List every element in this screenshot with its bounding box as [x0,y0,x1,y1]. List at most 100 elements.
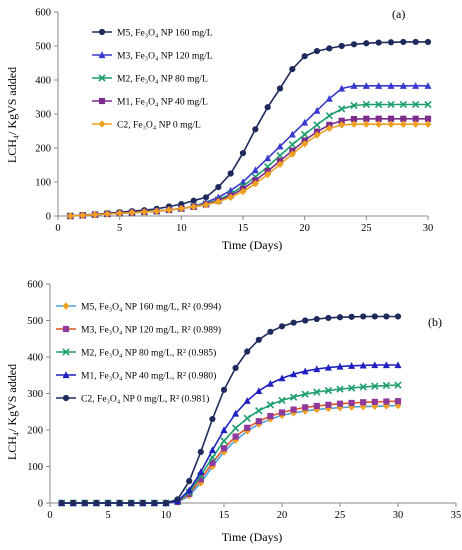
panel-b-series-2-point-stroke-2 [266,401,275,409]
panel-a-series-3-point [375,115,382,122]
panel-a-series-1-point [350,82,358,89]
panel-b-series-1-point [220,445,228,452]
panel-a-series-2-point [375,100,383,109]
panel-b-x-tick-label: 10 [161,510,172,521]
panel-a-series-4-point [338,121,346,129]
panel-a-series-0-point [190,197,197,204]
panel-a-series-0-point [350,41,358,48]
panel-a-series-0-point [252,126,259,133]
panel-a-series-4-point [412,120,420,128]
panel-a-series-3-point [424,115,432,122]
panel-a-series-4-point [313,131,321,139]
panel-a-series-0-point [264,104,271,111]
panel-b-series-2-point [255,406,263,415]
panel-b-series-4-point [394,313,402,320]
panel-b-series-4-point [220,386,228,393]
panel-b-series-1-point [302,404,309,411]
panel-a-series-1-point [325,95,333,102]
panel-b-series-4-point [151,499,158,507]
panel-b-series-1-point [383,398,390,405]
panel-a-series-2-point [313,121,321,129]
panel-b-series-2-point [289,393,298,401]
panel-b-series-3-point [324,363,332,371]
panel-b-series-3-point [278,374,286,382]
panel-a-series-2-point-stroke-2 [276,151,284,160]
panel-a-legend-3-label: M1, Fe₃O₄ NP 40 mg/L [117,97,208,108]
panel-b-y-tick-label: 400 [27,353,43,364]
panel-b-label: (b) [428,315,442,329]
panel-b-series-3-point [348,362,356,369]
panel-a-chart: (a) Time (Days) LCH₄/ KgVS added 0 5 10 15 2… [5,7,433,252]
panel-b-legend-2-label: M2, Fe₃O₄ NP 80 mg/L, R² (0.985) [81,348,216,359]
panel-b-series-1-point [348,399,355,407]
panel-b-series-4-point [174,496,181,503]
panel-b-x-tick-label: 20 [277,510,288,521]
panel-b-series-4-point [58,499,65,507]
panel-a-y-tick-label: 200 [35,144,51,155]
panel-a-series-1-point [288,130,296,138]
panel-b-series-1-line [61,400,399,504]
panel-a-series-3-point [400,115,407,122]
panel-a-legend-2-label: M2, Fe₃O₄ NP 80 mg/L [117,74,208,85]
panel-a-x-tick-label: 20 [299,223,310,234]
panel-b-series-3-point [371,361,379,369]
panel-a-legend-2-marker-stroke-2 [98,74,106,82]
panel-b-y-axis-label: LCH₄/ KgVS added [5,364,19,460]
panel-b-series-2-point-stroke-2 [336,385,344,393]
panel-a-series-0-point [375,39,382,46]
panel-b-series-4-point [325,314,332,322]
panel-b-x-tick-label: 35 [451,510,462,521]
panel-a-y-tick-label: 0 [46,212,51,223]
panel-a-series-1-point [264,154,272,162]
panel-a-series-4-point [128,208,136,217]
panel-a-series-1-point [251,166,259,174]
panel-b-series-2-point [278,396,286,405]
panel-b-legend-1-marker [62,325,70,333]
panel-b-y-tick-label: 600 [27,280,43,291]
panel-a-series-2-point-stroke-2 [313,121,321,129]
panel-b-series-4-point [197,448,204,455]
panel-a-series-2-point [288,140,296,149]
panel-a-series-3-point [387,115,395,122]
panel-b-series-3-point [220,426,228,434]
panel-b-series-4-point [371,313,378,320]
panel-a-series-2-point [325,112,333,120]
panel-a-series-1-point [412,82,420,89]
panel-a-series-3-point [350,116,358,123]
panel-a-series-2-point [338,105,346,113]
panel-a-series-0-point [239,150,247,157]
panel-b-series-4-point [267,328,274,335]
panel-b-series-1-point [267,413,274,420]
panel-b-series-4-point [383,313,390,320]
panel-b-series-4-point [360,313,367,320]
panel-a-series-1-point [387,82,395,89]
panel-a-series-2-point-stroke-2 [375,100,383,109]
panel-b-series-2-point-stroke-2 [255,406,263,415]
panel-b-x-tick-label: 0 [47,510,52,521]
panel-a-legend-4-label: C2, Fe₃O₄ NP 0 mg/L [117,120,201,131]
panel-a-series-2-point [387,100,395,109]
panel-a-series-2-point-stroke-2 [288,140,296,149]
panel-b-series-2-point-stroke-2 [359,383,367,391]
panel-b-series-2-point-stroke-2 [289,393,298,401]
panel-a-series-0-point [313,48,321,55]
panel-b-series-2-point [336,385,344,393]
panel-a-x-axis-label: Time (Days) [222,238,283,252]
panel-a-series-4-point [251,180,259,188]
panel-b-legend-0-label: M5, Fe₃O₄ NP 160 mg/L, R² (0.994) [81,302,221,313]
panel-a-series-0-point [412,38,419,46]
panel-b-series-2-point [231,424,240,432]
panel-a-y-tick-label: 600 [35,8,51,19]
panel-b-series-4-point [348,313,355,320]
panel-a-series-2-point-stroke-2 [325,112,333,120]
panel-b-series-3-point [197,468,205,476]
panel-a-series-4-point [325,124,333,132]
panel-b-series-2-point [266,401,275,409]
panel-b-series-0-line [61,404,399,504]
panel-b-series-2-point [313,388,321,396]
panel-a-x-tick-label: 0 [55,223,60,234]
panel-a-series-3-line [70,118,428,217]
panel-a-series-4-point [165,206,173,214]
panel-a-series-2-point-stroke-2 [301,130,309,139]
panel-a-series-1-point [338,84,346,92]
